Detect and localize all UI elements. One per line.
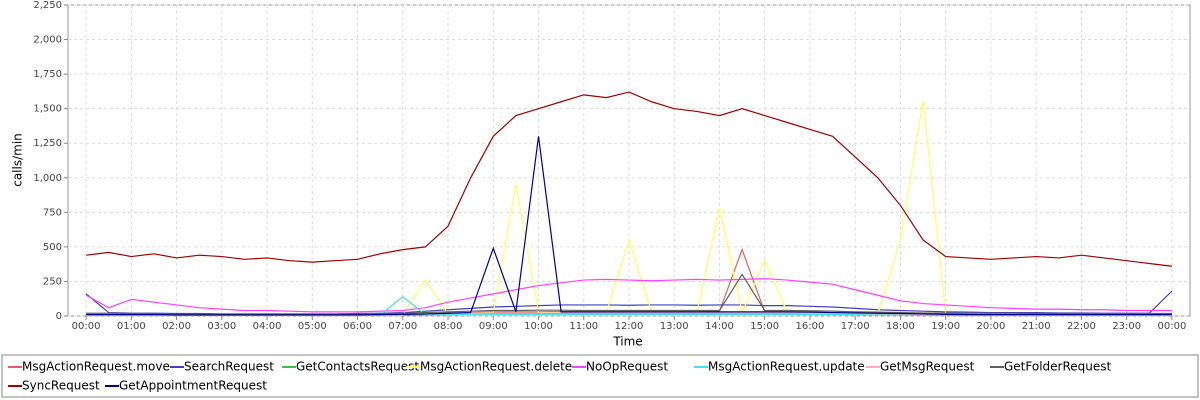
series-line [85,278,1172,313]
y-tick-label: 750 [43,207,62,218]
x-tick-label: 00:00 [72,321,101,332]
y-axis-title: calls/min [11,133,25,187]
x-tick-label: 18:00 [886,321,915,332]
legend-label: MsgActionRequest.delete [420,360,572,374]
x-tick-label: 08:00 [434,321,463,332]
x-tick-label: 07:00 [388,321,417,332]
x-tick-label: 17:00 [841,321,870,332]
x-tick-label: 21:00 [1022,321,1051,332]
series-line [86,136,1172,316]
x-tick-label: 23:00 [1112,321,1141,332]
x-tick-label: 06:00 [343,321,372,332]
legend-label: MsgActionRequest.move [22,360,170,374]
x-tick-label: 15:00 [750,321,779,332]
y-tick-label: 2,000 [33,35,62,46]
x-tick-label: 02:00 [162,321,191,332]
x-tick-label: 12:00 [615,321,644,332]
y-tick-label: 500 [43,242,62,253]
x-axis-title: Time [612,335,642,349]
x-tick-label: 13:00 [660,321,689,332]
y-tick-label: 1,750 [33,69,62,80]
legend [1,354,1199,398]
y-tick-label: 250 [43,276,62,287]
x-tick-label: 19:00 [931,321,960,332]
x-tick-label: 00:00 [1157,321,1186,332]
x-tick-label: 22:00 [1067,321,1096,332]
legend-label: SyncRequest [22,379,100,393]
legend-label: GetAppointmentRequest [119,379,267,393]
series-line [86,273,1172,315]
legend-label: SearchRequest [184,360,274,374]
legend-label: NoOpRequest [586,360,668,374]
x-tick-label: 03:00 [207,321,236,332]
legend-label: GetMsgRequest [880,360,975,374]
x-tick-label: 05:00 [298,321,327,332]
y-tick-label: 1,500 [33,104,62,115]
legend-label: GetContactsRequest [296,360,419,374]
series-line [86,91,1172,267]
legend-label: GetFolderRequest [1004,360,1112,374]
x-tick-label: 09:00 [479,321,508,332]
x-tick-label: 14:00 [705,321,734,332]
x-tick-label: 16:00 [796,321,825,332]
legend-label: MsgActionRequest.update [708,360,865,374]
x-tick-label: 10:00 [524,321,553,332]
x-tick-label: 11:00 [569,321,598,332]
x-tick-label: 04:00 [253,321,282,332]
x-tick-label: 01:00 [117,321,146,332]
y-tick-label: 0 [56,311,62,322]
y-tick-label: 1,250 [33,138,62,149]
y-tick-label: 1,000 [33,173,62,184]
y-tick-label: 2,250 [33,0,62,11]
x-tick-label: 20:00 [977,321,1006,332]
